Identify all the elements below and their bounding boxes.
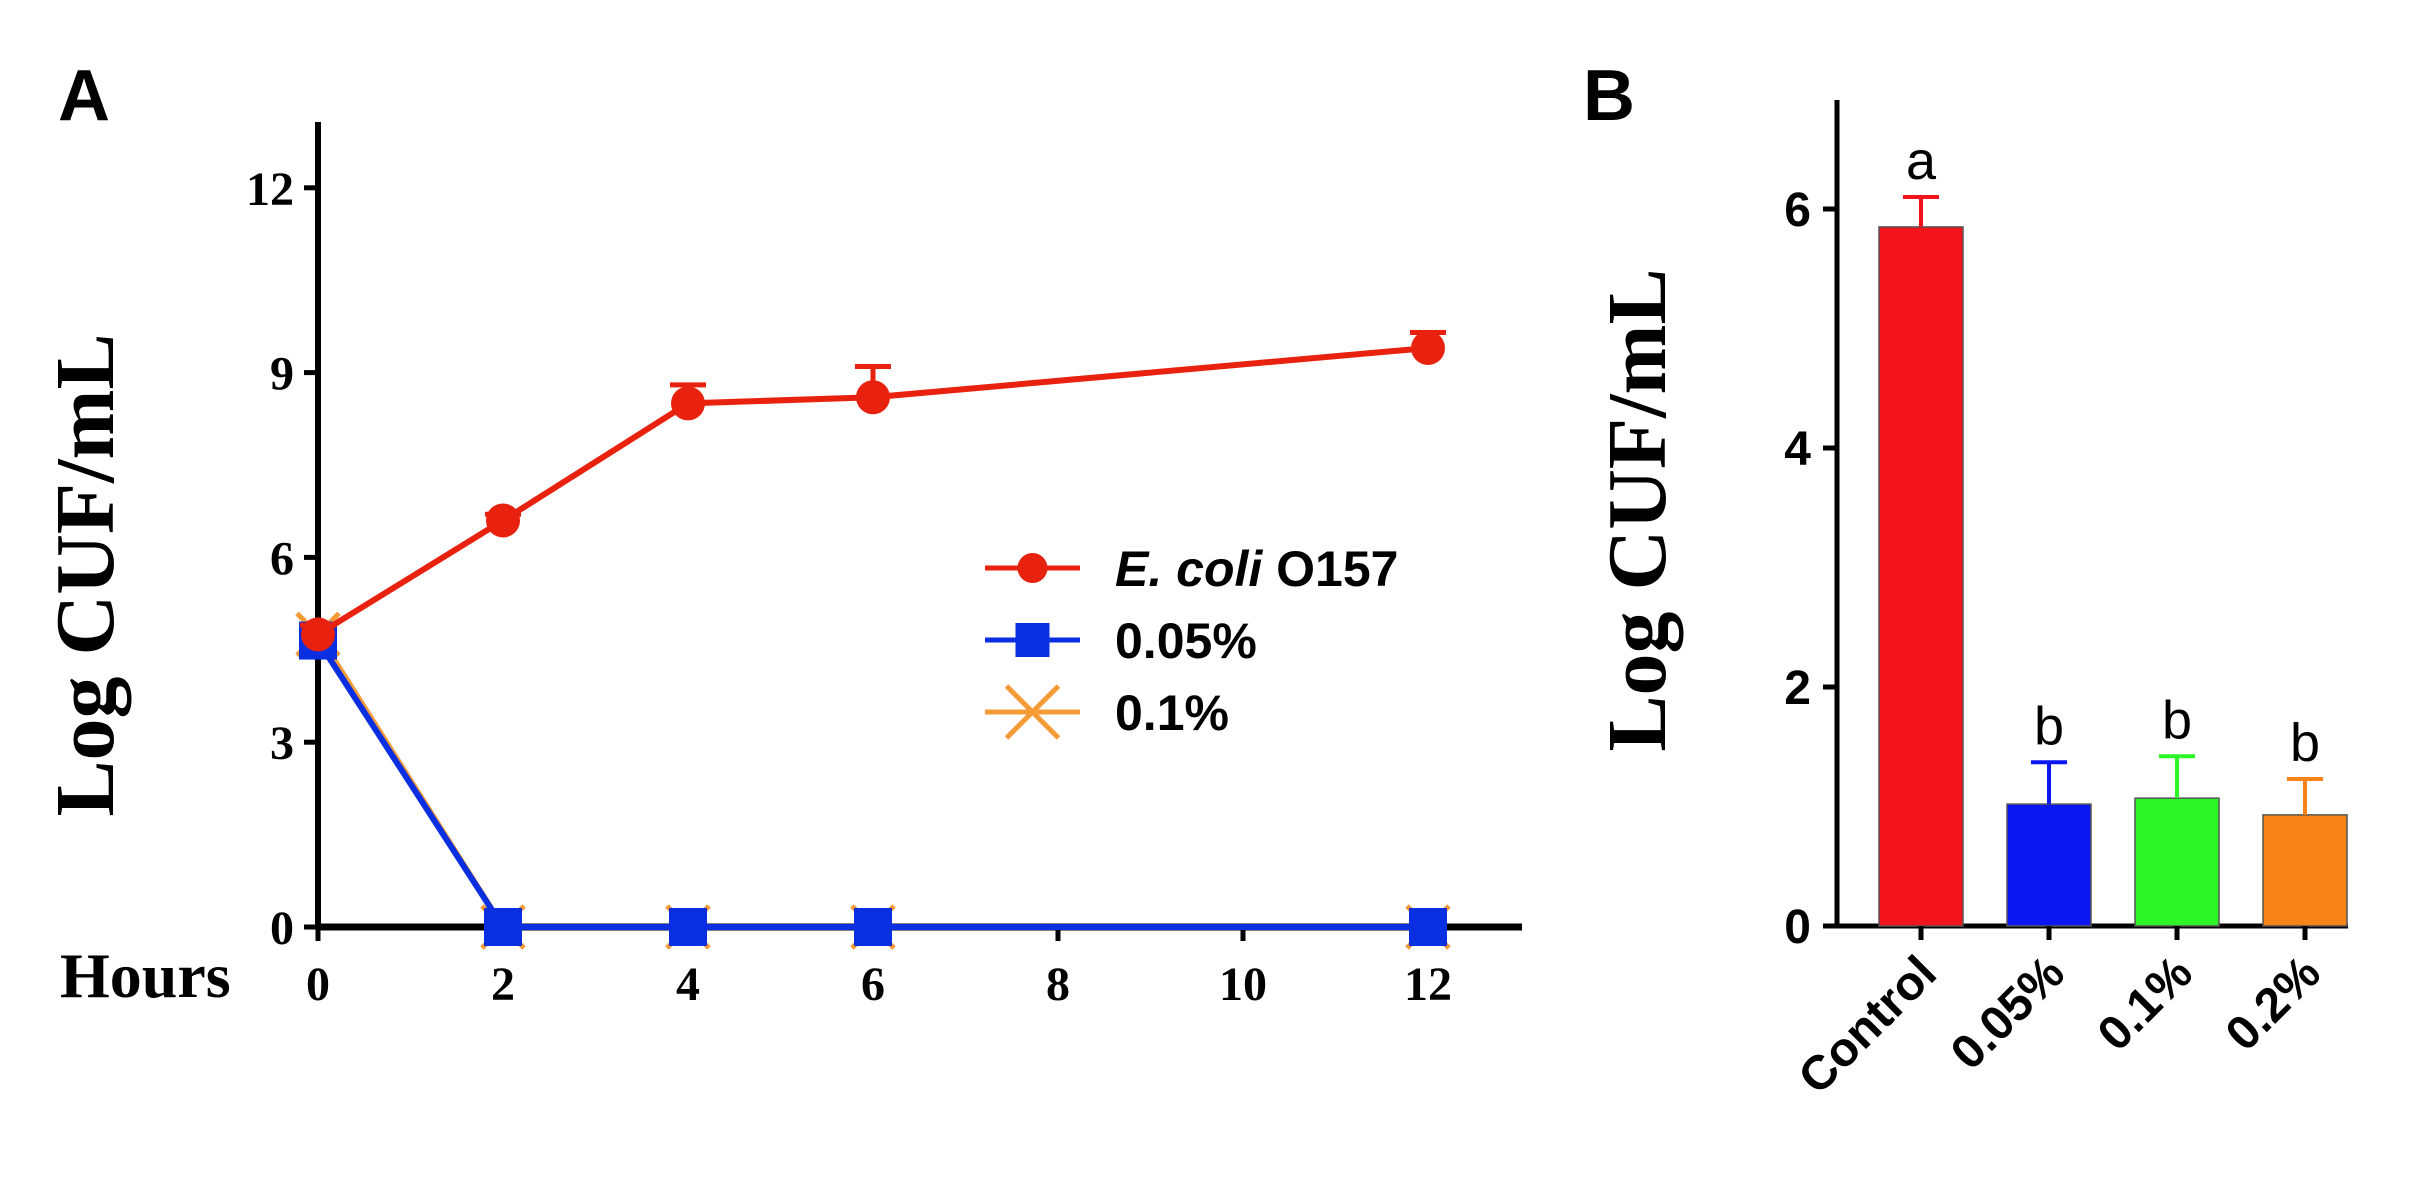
panel-a-y-tick-label: 12 [246, 163, 294, 216]
panel-b-bar-0-group: a Control [1789, 131, 1964, 1104]
panel-a-y-tick-label: 6 [270, 532, 294, 585]
panel-a-x-tick-label: 2 [491, 958, 515, 1011]
panel-b-bar-2-significance-label: b [2162, 690, 2192, 750]
panel-b-bar-1-significance-label: b [2034, 696, 2064, 756]
panel-a-series-0-marker [1411, 330, 1445, 365]
panel-b-bar-3-significance-label: b [2290, 713, 2320, 773]
panel-a-legend-entry-1: 0.05% [985, 613, 1257, 669]
panel-a-x-tick-label: 12 [1404, 958, 1452, 1011]
panel-a-y-ticks: 0 3 6 9 12 [246, 163, 318, 955]
panel-a-series [295, 330, 1451, 950]
panel-a-x-tick-label: 0 [306, 958, 330, 1011]
panel-a-series-1-marker [1409, 908, 1447, 946]
panel-b-y-tick-label: 2 [1784, 662, 1811, 715]
panel-b-bar-3-category-label: 0.2% [2216, 946, 2331, 1061]
panel-a-series-0 [300, 330, 1446, 652]
panel-a-series-1-line [315, 638, 1428, 930]
panel-a-series-1-marker [484, 908, 522, 946]
panel-a-y-axis-label: Log CUF/mL [39, 334, 132, 817]
panel-b-bar-0-significance-label: a [1906, 131, 1937, 191]
panel-a-x-tick-label: 8 [1046, 958, 1070, 1011]
panel-b-bar-0-category-label: Control [1789, 946, 1947, 1104]
panel-a-series-0-marker [301, 617, 335, 652]
panel-b-bar-1 [2006, 803, 2092, 927]
panel-a-x-tick-label: 4 [676, 958, 700, 1011]
panel-b-bar-2 [2134, 797, 2220, 927]
panel-a-legend-entry-0-marker [1017, 553, 1048, 583]
panel-a-series-2-line [315, 632, 1428, 930]
panel-a-legend-entry-1-label: 0.05% [1115, 613, 1257, 669]
panel-b-y-tick-label: 4 [1784, 423, 1811, 476]
panel-a-series-2 [295, 611, 1451, 950]
panel-b-bar-2-category-label: 0.1% [2088, 946, 2203, 1061]
panel-a-x-tick-label: 10 [1219, 958, 1267, 1011]
panel-a-y-tick-label: 3 [270, 717, 294, 770]
panel-a-legend-entry-0-label: E. coli O157 [1115, 541, 1398, 597]
panel-a-legend-entry-2-marker-stroke [1004, 684, 1061, 740]
panel-b-y-axis-label: Log CUF/mL [1591, 269, 1684, 752]
panel-a-x-axis-label: Hours [60, 940, 231, 1011]
panel-a-x-ticks: 0 2 4 6 8 10 12 [306, 927, 1452, 1011]
panel-a-series-0-marker [856, 380, 890, 415]
panel-a-legend-entry-0: E. coli O157 [985, 541, 1398, 597]
panel-a-legend-entry-2-label: 0.1% [1115, 685, 1229, 741]
panel-a-legend-entry-2: 0.1% [985, 684, 1229, 741]
panel-b-y-tick-label: 0 [1784, 901, 1811, 954]
panel-a: A Log CUF/mL Hours 0 3 6 9 12 0 2 4 6 8 10 12 E. c… [39, 56, 1522, 1011]
panel-b-bar-3 [2262, 814, 2348, 927]
panel-b: B Log CUF/mL 0 2 4 6 a Control b 0.05% b 0.1% b 0.… [1583, 56, 2348, 1104]
panel-b-bar-1-category-label: 0.05% [1941, 946, 2075, 1080]
panel-a-series-1-marker [669, 908, 707, 946]
panel-a-legend-entry-0-label-italic: E. coli [1115, 541, 1263, 597]
panel-a-legend-entry-0-label-rest: O157 [1262, 541, 1398, 597]
panel-a-series-1-marker [854, 908, 892, 946]
panel-a-legend-entry-2-marker [1004, 684, 1061, 740]
panel-a-x-tick-label: 6 [861, 958, 885, 1011]
panel-b-y-tick-label: 6 [1784, 184, 1811, 237]
panel-label-b: B [1583, 56, 1635, 136]
panel-b-y-ticks: 0 2 4 6 [1784, 184, 1837, 954]
panel-b-bar-0 [1878, 226, 1964, 927]
panel-a-series-1 [299, 621, 1447, 946]
panel-label-a: A [58, 56, 110, 136]
panel-a-series-0-marker [486, 503, 520, 538]
panel-b-bars: a Control b 0.05% b 0.1% b 0.2% [1789, 131, 2348, 1104]
panel-a-legend-entry-1-marker [1015, 623, 1050, 657]
panel-b-bar-3-group: b 0.2% [2216, 713, 2348, 1061]
panel-a-series-0-marker [671, 386, 705, 421]
panel-a-y-tick-label: 0 [270, 902, 294, 955]
panel-b-bar-2-group: b 0.1% [2088, 690, 2220, 1061]
panel-a-y-tick-label: 9 [270, 348, 294, 401]
